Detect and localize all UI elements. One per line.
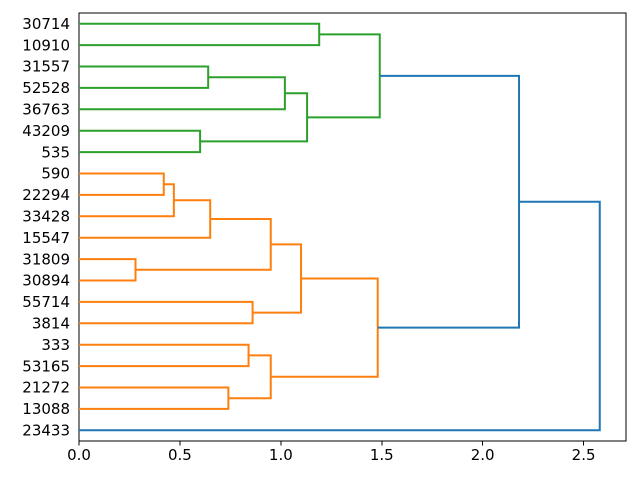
leaf-label-535: 535 bbox=[41, 143, 70, 161]
x-tick-label: 2.0 bbox=[471, 446, 495, 464]
leaf-label-30894: 30894 bbox=[22, 272, 70, 290]
leaf-label-10910: 10910 bbox=[22, 36, 70, 54]
dendrogram-link-O11 bbox=[270, 277, 379, 378]
leaf-label-43209: 43209 bbox=[22, 122, 70, 140]
dendrogram-link-G3 bbox=[79, 76, 286, 111]
dendrogram-link-G4 bbox=[200, 92, 309, 143]
leaf-label-52528: 52528 bbox=[22, 79, 70, 97]
dendrogram-link-O6 bbox=[79, 300, 254, 325]
leaf-label-36763: 36763 bbox=[22, 101, 70, 119]
leaf-label-21272: 21272 bbox=[22, 379, 70, 397]
leaf-label-31557: 31557 bbox=[22, 58, 70, 76]
dendrogram-link-O2 bbox=[79, 183, 175, 218]
dendrogram-link-O9 bbox=[79, 386, 230, 410]
x-tick-label: 1.0 bbox=[269, 446, 293, 464]
dendrogram-link-G6 bbox=[307, 33, 381, 119]
dendrogram-link-B1 bbox=[377, 74, 521, 329]
leaf-label-30714: 30714 bbox=[22, 15, 70, 33]
dendrogram-link-O7 bbox=[252, 243, 303, 314]
x-tick-label: 1.5 bbox=[370, 446, 394, 464]
plot-frame bbox=[78, 12, 627, 442]
dendrogram-link-O3 bbox=[79, 199, 212, 239]
leaf-label-23433: 23433 bbox=[22, 422, 70, 440]
dendrogram-link-G1 bbox=[79, 65, 210, 89]
leaf-label-33428: 33428 bbox=[22, 208, 70, 226]
dendrogram-link-B2 bbox=[79, 200, 601, 432]
leaf-label-55714: 55714 bbox=[22, 293, 70, 311]
leaf-label-590: 590 bbox=[41, 165, 70, 183]
dendrogram-link-O8 bbox=[79, 343, 250, 368]
dendrogram-link-G5 bbox=[79, 22, 321, 47]
leaf-label-3814: 3814 bbox=[32, 315, 70, 333]
x-tick-label: 0.0 bbox=[67, 446, 91, 464]
leaf-label-53165: 53165 bbox=[22, 357, 70, 375]
leaf-label-333: 333 bbox=[41, 336, 70, 354]
leaf-label-31809: 31809 bbox=[22, 250, 70, 268]
x-tick-label: 0.5 bbox=[168, 446, 192, 464]
dendrogram-link-G2 bbox=[79, 129, 202, 154]
x-tick-label: 2.5 bbox=[572, 446, 596, 464]
dendrogram-link-O10 bbox=[228, 354, 272, 400]
dendrogram-link-O4 bbox=[79, 258, 137, 282]
leaf-label-13088: 13088 bbox=[22, 400, 70, 418]
dendrogram-link-O1 bbox=[79, 172, 165, 196]
dendrogram-link-O5 bbox=[135, 217, 272, 271]
leaf-label-22294: 22294 bbox=[22, 186, 70, 204]
leaf-label-15547: 15547 bbox=[22, 229, 70, 247]
